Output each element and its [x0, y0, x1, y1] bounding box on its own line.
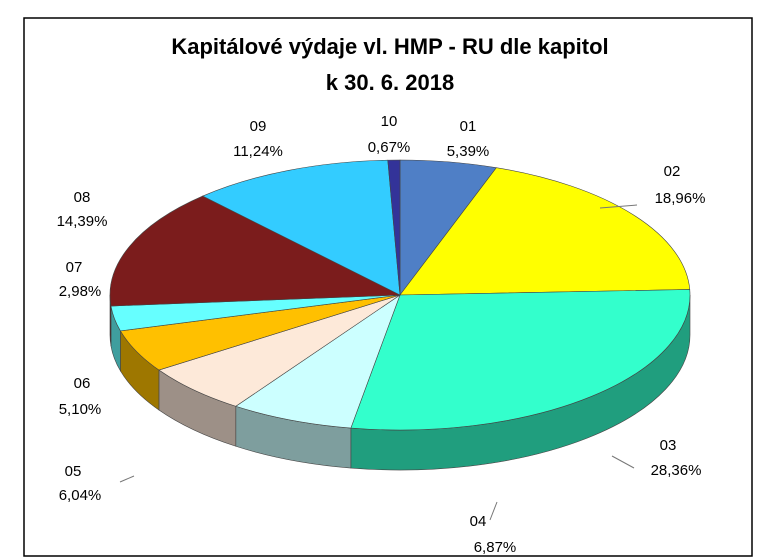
- leader-line: [489, 501, 498, 521]
- value-label: 2,98%: [59, 283, 102, 300]
- slice-label: 04: [470, 513, 487, 530]
- slice: [399, 167, 691, 296]
- value-label: 0,67%: [368, 139, 411, 156]
- value-label: 6,87%: [474, 539, 517, 556]
- value-label: 5,39%: [447, 143, 490, 160]
- slice-label: 06: [74, 375, 91, 392]
- chart-title: Kapitálové výdaje vl. HMP - RU dle kapit…: [171, 34, 608, 59]
- value-label: 28,36%: [651, 462, 702, 479]
- slice: [387, 159, 401, 296]
- leader-line: [599, 204, 638, 209]
- leader-line: [611, 455, 635, 469]
- value-label: 5,10%: [59, 401, 102, 418]
- slice: [350, 289, 691, 431]
- slice-label: 08: [74, 189, 91, 206]
- value-label: 14,39%: [57, 213, 108, 230]
- chart-title: k 30. 6. 2018: [326, 70, 454, 95]
- slice-label: 07: [66, 259, 83, 276]
- leader-line: [119, 475, 135, 483]
- value-label: 18,96%: [655, 190, 706, 207]
- value-label: 11,24%: [233, 143, 283, 160]
- slice-label: 10: [381, 113, 398, 130]
- slice-label: 03: [660, 437, 677, 454]
- slice-label: 01: [460, 118, 477, 135]
- value-label: 6,04%: [59, 487, 102, 504]
- slice: [235, 294, 401, 429]
- slice: [201, 159, 401, 296]
- slice-label: 02: [664, 163, 681, 180]
- slice: [109, 195, 401, 307]
- slice-label: 05: [65, 463, 82, 480]
- slice-label: 09: [250, 118, 267, 135]
